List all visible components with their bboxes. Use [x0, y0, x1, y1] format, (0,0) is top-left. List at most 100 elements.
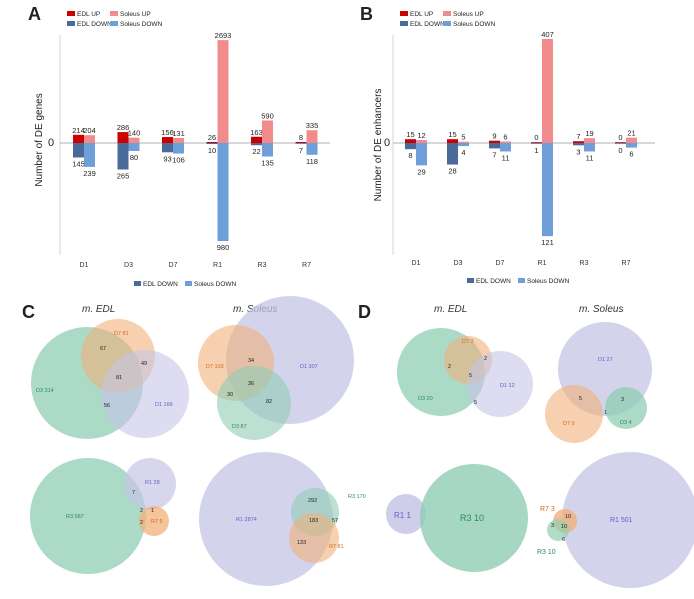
x-tick-r7: R7: [622, 260, 631, 267]
data-label-d3-soleus-down: 4: [461, 148, 465, 157]
legend-swatch-edl-down: [400, 21, 408, 26]
data-label-d1-edl-down: 145: [72, 160, 85, 169]
count-r1-r3: 6: [562, 537, 565, 543]
bar-r3-soleus-down: [584, 143, 595, 152]
count-r1-r7: 10: [565, 514, 571, 520]
bottom-legend-label-soleus-down: Soleus DOWN: [527, 278, 570, 285]
bar-d1-soleus-down: [416, 143, 427, 166]
label-r7: R7 5: [151, 519, 163, 525]
data-label-d7-soleus-down: 11: [502, 153, 510, 162]
data-label-d3-edl-up: 286: [117, 123, 130, 132]
bar-d7-soleus-up: [500, 141, 511, 143]
count-d1-d7: 34: [248, 358, 254, 364]
data-label-r1-soleus-down: 980: [217, 243, 230, 252]
data-label-r1-edl-down: 1: [534, 146, 538, 155]
label-r1: R1 1: [394, 511, 411, 520]
x-tick-d3: D3: [124, 262, 133, 269]
venn-soleus-days: D1 27 D7 9 D3 4 5 1 3: [545, 322, 652, 443]
data-label-d3-edl-down: 265: [117, 172, 130, 181]
bar-r1-edl-down: [206, 143, 218, 144]
label-d3: D3 87: [232, 424, 247, 430]
count-all: 5: [469, 373, 472, 379]
soleus-title: m. Soleus: [579, 304, 623, 315]
panel-letter-b: B: [360, 4, 373, 24]
data-label-r3-edl-up: 163: [250, 128, 263, 137]
circle-d7: [545, 385, 603, 443]
legend-swatch-edl-up: [67, 11, 75, 16]
data-label-d7-edl-down: 7: [492, 150, 496, 159]
circle-d1: [467, 351, 533, 417]
count-r3-r7: 3: [551, 523, 554, 529]
data-label-r3-edl-down: 3: [576, 147, 580, 156]
data-label-r1-edl-down: 10: [208, 146, 216, 155]
x-tick-r3: R3: [580, 260, 589, 267]
venn-soleus-recovery: R1 2874 R3 170 R7 81 292 183 57 133: [199, 452, 366, 586]
edl-title: m. EDL: [82, 304, 115, 315]
count-d3-d7: 30: [227, 392, 233, 398]
legend-label-soleus-up: Soleus UP: [120, 11, 151, 18]
data-label-r1-soleus-up: 407: [541, 30, 554, 39]
label-d7: D7 103: [206, 364, 224, 370]
data-label-r7-edl-down: 0: [618, 146, 622, 155]
data-label-r3-edl-up: 7: [576, 132, 580, 141]
legend-label-edl-up: EDL UP: [77, 11, 100, 18]
bar-d7-edl-down: [162, 143, 173, 153]
data-label-d7-edl-up: 156: [161, 128, 174, 137]
data-label-d1-edl-up: 214: [72, 126, 85, 135]
legend-label-soleus-down: Soleus DOWN: [120, 21, 163, 28]
label-r1: R1 28: [145, 480, 160, 486]
x-tick-r3: R3: [258, 262, 267, 269]
circle-r7: [289, 513, 339, 563]
bar-r7-edl-up: [295, 142, 307, 143]
bar-r7-soleus-up: [626, 137, 637, 143]
count-d3-d7: 2: [448, 364, 451, 370]
x-tick-r1: R1: [213, 262, 222, 269]
count-all: 81: [116, 375, 122, 381]
label-r7: R7 81: [329, 544, 344, 550]
count-r1-r3: 292: [308, 498, 317, 504]
bar-r7-soleus-up: [306, 130, 318, 143]
bar-d1-soleus-down: [84, 143, 95, 167]
panel-letter-c: C: [22, 302, 35, 322]
panel-d-venn-diagrams: D m. EDL m. Soleus D7 3 D3 20 D1 12 2 2 …: [358, 302, 694, 588]
data-label-d7-soleus-up: 131: [172, 129, 185, 138]
bottom-legend-label-edl-down: EDL DOWN: [476, 278, 511, 285]
data-label-r3-edl-down: 22: [252, 147, 260, 156]
legend-label-soleus-up: Soleus UP: [453, 11, 484, 18]
legend-swatch-soleus-up: [110, 11, 118, 16]
x-tick-d7: D7: [169, 262, 178, 269]
data-label-r7-soleus-down: 6: [629, 150, 633, 159]
bar-r7-edl-up: [615, 142, 626, 143]
circle-r3: [420, 464, 528, 572]
count-all: 2: [140, 508, 143, 514]
bar-r7-soleus-down: [306, 143, 318, 155]
label-r3: R3 10: [537, 549, 556, 556]
bar-r3-edl-up: [251, 136, 262, 143]
venn-soleus-recovery: R7 3 R1 501 R3 10 10 3 10 6: [537, 452, 694, 588]
count-d3-d7: 67: [100, 346, 106, 352]
count-d1-d3: 5: [474, 400, 477, 406]
data-label-d1-soleus-up: 12: [417, 131, 425, 140]
bar-r1-soleus-up: [542, 39, 553, 143]
venn-edl-days: D3 314 D7 81 D1 166 67 49 81 56: [31, 319, 189, 439]
x-tick-r7: R7: [302, 262, 311, 269]
circle-r3: [30, 458, 146, 574]
count-r3-r7: 57: [332, 518, 338, 524]
data-label-d3-edl-down: 28: [448, 167, 456, 176]
bar-d1-edl-down: [73, 143, 84, 158]
data-label-r1-edl-up: 0: [534, 133, 538, 142]
bar-r7-edl-down: [615, 143, 626, 144]
bar-d3-edl-down: [117, 143, 129, 170]
data-label-r7-edl-up: 8: [299, 133, 303, 142]
circle-r1: [124, 458, 176, 510]
bar-r3-edl-up: [573, 141, 584, 143]
data-label-r3-soleus-down: 11: [586, 153, 594, 162]
data-label-r7-edl-up: 0: [618, 133, 622, 142]
x-tick-r1: R1: [538, 260, 547, 267]
bottom-legend-swatch-soleus-down: [518, 278, 525, 283]
data-label-r1-soleus-up: 2693: [215, 31, 232, 40]
label-r1: R1 501: [610, 517, 633, 524]
count-r1-r3: 7: [132, 490, 135, 496]
bar-d3-soleus-up: [458, 141, 469, 143]
bar-r1-soleus-up: [217, 40, 229, 144]
